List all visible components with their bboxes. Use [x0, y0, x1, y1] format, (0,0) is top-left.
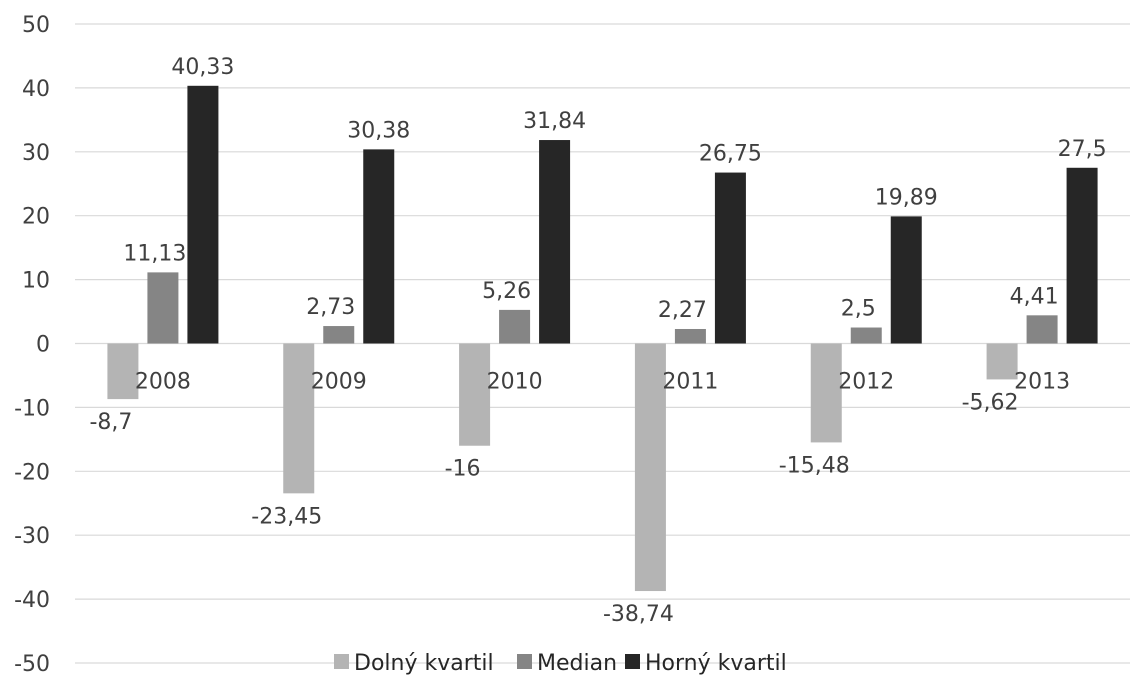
y-tick-label: -10 — [14, 396, 50, 421]
category-labels: 2008 2009 2010 2011 2012 2013 — [135, 370, 1070, 395]
category-label: 2011 — [662, 370, 718, 395]
data-label-median: 5,26 — [482, 279, 531, 304]
bar-dolny-kvartil — [987, 344, 1018, 380]
data-labels: -8,7 11,13 40,33 -23,45 2,73 30,38 -16 5,26 31,8… — [89, 55, 1106, 627]
bar-median — [499, 310, 530, 344]
bar-dolny-kvartil — [459, 344, 490, 446]
bar-dolny-kvartil — [283, 344, 314, 494]
legend-label-median: Median — [537, 651, 617, 675]
y-tick-label: 30 — [22, 141, 50, 166]
data-label-median: 2,27 — [658, 298, 707, 323]
y-tick-label: 0 — [36, 333, 50, 358]
bar-horny-kvartil — [715, 173, 746, 344]
bar-dolny-kvartil — [811, 344, 842, 443]
bar-median — [147, 272, 178, 343]
bar-median — [323, 326, 354, 343]
y-tick-label: 10 — [22, 269, 50, 294]
data-label-dolny-kvartil: -16 — [445, 457, 481, 482]
bar-horny-kvartil — [1067, 168, 1098, 344]
legend: Dolný kvartil Median Horný kvartil — [334, 651, 787, 675]
data-label-horny-kvartil: 26,75 — [699, 142, 762, 167]
data-label-median: 4,41 — [1010, 284, 1059, 309]
y-tick-label: 40 — [22, 77, 50, 102]
bar-median — [851, 328, 882, 344]
legend-swatch-median — [517, 654, 532, 669]
y-tick-label: -40 — [14, 588, 50, 613]
data-label-horny-kvartil: 40,33 — [171, 55, 234, 80]
bar-horny-kvartil — [363, 149, 394, 343]
data-label-horny-kvartil: 27,5 — [1058, 137, 1107, 162]
bar-horny-kvartil — [187, 86, 218, 344]
y-tick-label: -50 — [14, 652, 50, 675]
bar-horny-kvartil — [539, 140, 570, 343]
category-label: 2008 — [135, 370, 191, 395]
data-label-dolny-kvartil: -8,7 — [89, 410, 132, 435]
legend-label-horny-kvartil: Horný kvartil — [645, 651, 787, 675]
data-label-median: 2,73 — [306, 295, 355, 320]
y-tick-label: -30 — [14, 524, 50, 549]
bar-median — [675, 329, 706, 344]
legend-swatch-horny-kvartil — [625, 654, 640, 669]
data-label-dolny-kvartil: -5,62 — [962, 390, 1019, 415]
bar-dolny-kvartil — [107, 344, 138, 400]
data-label-horny-kvartil: 19,89 — [875, 185, 938, 210]
category-label: 2012 — [838, 370, 894, 395]
data-label-median: 11,13 — [123, 241, 186, 266]
data-label-dolny-kvartil: -23,45 — [251, 504, 322, 529]
y-tick-label: 50 — [22, 13, 50, 38]
bar-horny-kvartil — [891, 216, 922, 343]
data-label-horny-kvartil: 30,38 — [347, 118, 410, 143]
bar-median — [1027, 315, 1058, 343]
y-tick-label: 20 — [22, 205, 50, 230]
y-tick-label: -20 — [14, 460, 50, 485]
legend-label-dolny-kvartil: Dolný kvartil — [354, 651, 494, 675]
gridlines — [75, 24, 1130, 663]
legend-swatch-dolny-kvartil — [334, 654, 349, 669]
category-label: 2013 — [1014, 370, 1070, 395]
data-label-dolny-kvartil: -15,48 — [779, 453, 850, 478]
category-label: 2010 — [487, 370, 543, 395]
category-label: 2009 — [311, 370, 367, 395]
bar-dolny-kvartil — [635, 344, 666, 592]
data-label-horny-kvartil: 31,84 — [523, 109, 586, 134]
data-label-median: 2,5 — [841, 297, 876, 322]
y-axis-ticks: -50 -40 -30 -20 -10 0 10 20 30 40 50 — [14, 13, 50, 675]
data-label-dolny-kvartil: -38,74 — [603, 602, 674, 627]
